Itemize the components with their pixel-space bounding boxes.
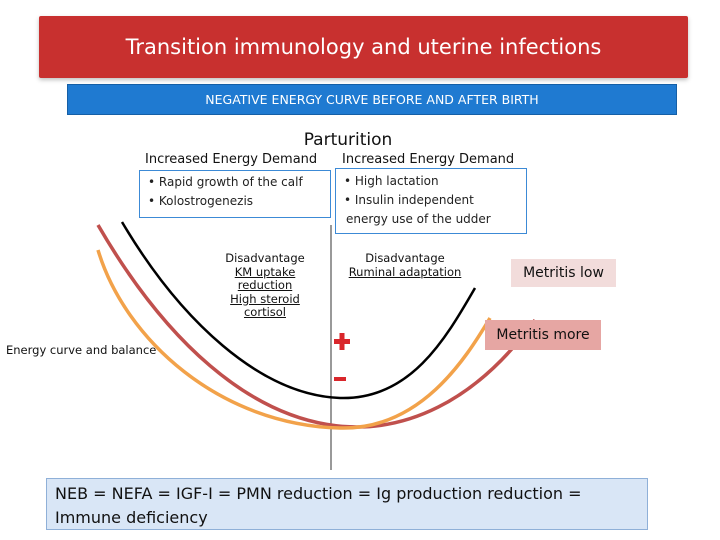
metritis-more-label: Metritis more <box>496 327 590 343</box>
left-disadvantage-line: cortisol <box>243 305 286 319</box>
right-demand-heading: Increased Energy Demand <box>342 152 515 167</box>
left-disadvantage-line: KM uptake <box>234 264 296 279</box>
minus-sign <box>334 377 346 381</box>
right-disadvantage: Disadvantage Ruminal adaptation <box>342 251 468 279</box>
right-bullet: energy use of the udder <box>346 212 491 226</box>
plus-vertical <box>339 333 345 350</box>
energy-curve-label: Energy curve and balance <box>6 343 157 357</box>
subtitle-bar: NEGATIVE ENERGY CURVE BEFORE AND AFTER B… <box>67 84 677 115</box>
left-info-box: • Rapid growth of the calf • Kolostrogen… <box>139 170 331 218</box>
right-bullet: • Insulin independent <box>344 193 474 207</box>
parturition-label: Parturition <box>303 130 393 150</box>
footer-line: Immune deficiency <box>55 508 208 527</box>
left-disadvantage-line: Disadvantage <box>225 251 305 265</box>
right-bullet: • High lactation <box>344 174 439 188</box>
right-disadvantage-line: Ruminal adaptation <box>348 264 462 279</box>
metritis-low-label: Metritis low <box>523 265 604 281</box>
left-bullet: • Kolostrogenezis <box>148 194 254 208</box>
curve-orange <box>96 249 492 430</box>
page-title: Transition immunology and uterine infect… <box>125 35 602 59</box>
left-bullet: • Rapid growth of the calf <box>148 175 303 189</box>
curve-black <box>120 221 477 400</box>
curve-darkred <box>96 224 537 429</box>
left-disadvantage-line: reduction <box>237 278 293 292</box>
left-disadvantage-line: High steroid <box>230 291 300 306</box>
left-disadvantage: Disadvantage KM uptake reduction High st… <box>218 251 312 320</box>
left-demand-heading: Increased Energy Demand <box>145 152 318 167</box>
footer-line: NEB = NEFA = IGF-I = PMN reduction = Ig … <box>55 484 582 503</box>
footer-summary-box: NEB = NEFA = IGF-I = PMN reduction = Ig … <box>46 478 648 530</box>
metritis-more-box: Metritis more <box>485 320 601 350</box>
right-info-box: • High lactation • Insulin independent e… <box>335 168 527 234</box>
title-bar: Transition immunology and uterine infect… <box>39 16 688 78</box>
metritis-low-box: Metritis low <box>511 259 616 287</box>
right-disadvantage-line: Disadvantage <box>365 251 445 265</box>
page-subtitle: NEGATIVE ENERGY CURVE BEFORE AND AFTER B… <box>205 92 539 107</box>
